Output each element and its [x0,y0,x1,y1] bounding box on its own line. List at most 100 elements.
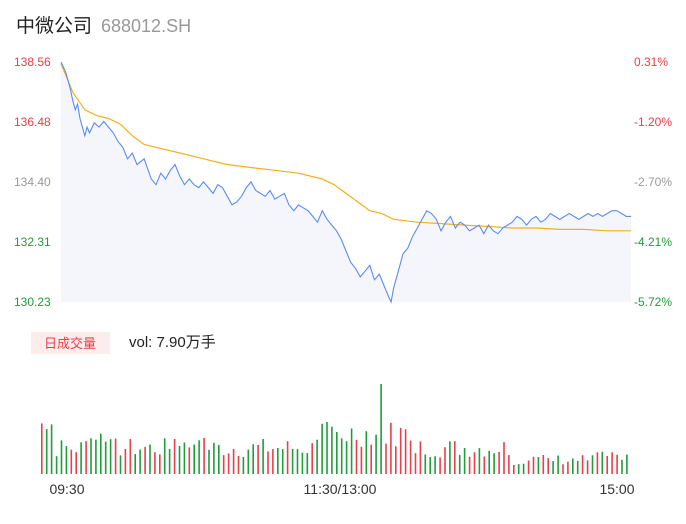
volume-bar [109,439,112,474]
volume-bar [316,439,318,474]
volume-bar [227,453,230,474]
volume-bar [301,452,304,474]
volume-bar [414,453,417,474]
volume-badge [31,332,110,354]
volume-bar [237,456,240,474]
volume-bar [360,446,363,474]
volume-bar [424,454,427,474]
volume-bar [80,442,82,474]
volume-bar [173,439,176,474]
volume-bar [395,446,397,474]
volume-bar [547,458,549,474]
volume-bar [503,442,505,474]
volume-bar [114,438,117,474]
volume-bar [291,448,294,474]
volume-badge-label: 日成交量 [44,336,96,351]
volume-bar [572,458,574,474]
time-tick-close: 15:00 [599,481,634,497]
volume-bar [463,448,466,474]
volume-bar [522,463,525,474]
volume-bar [65,446,68,474]
percent-axis: 0.31% -1.20% -2.70% -4.21% -5.72% [634,55,672,309]
volume-bar [188,447,191,474]
volume-bar [340,438,343,474]
volume-bar [232,448,235,474]
volume-bar [611,452,613,474]
volume-bar [581,455,584,474]
volume-bar [493,453,495,474]
volume-bar [95,439,97,474]
price-tick: 130.23 [14,295,51,309]
volume-bar [616,454,618,474]
price-plot [60,61,631,304]
volume-bar [345,441,348,474]
volume-bar [129,438,132,474]
volume-bar [55,456,58,474]
volume-bar [626,454,628,474]
volume-bar [621,459,623,474]
volume-bar [527,460,530,474]
volume-bar [449,441,451,474]
price-tick: 138.56 [14,55,51,69]
volume-bar [601,451,604,474]
volume-bar [586,460,589,474]
volume-bar [41,423,43,474]
volume-bar [591,455,594,474]
volume-bar [478,448,481,474]
volume-bar [272,449,274,474]
volume-bar [517,464,520,474]
volume-bar [458,454,461,474]
volume-bar [90,438,92,474]
volume-bar [154,452,156,474]
volume-bar [183,442,186,474]
price-axis: 138.56 136.48 134.40 132.31 130.23 [14,55,51,309]
volume-bar [149,444,151,474]
volume-bar [277,448,279,474]
price-tick: 134.40 [14,175,51,189]
volume-bar [85,441,87,474]
volume-total: vol: 7.90万手 [129,334,216,351]
volume-bar [252,444,254,474]
volume-bar [483,456,486,474]
volume-bar [281,449,284,474]
volume-bar [468,456,471,474]
volume-bar [596,452,599,474]
volume-bar [178,446,181,474]
volume-bar [193,444,195,474]
volume-bar [218,444,220,474]
volume-bar [370,444,372,474]
volume-bar [399,427,402,474]
volume-bar [75,452,77,474]
stock-code: 688012.SH [101,16,191,36]
volume-bar [306,453,309,474]
volume-bar [60,440,63,474]
volume-bar [532,456,535,474]
time-tick-open: 09:30 [49,481,84,497]
percent-tick: -4.21% [634,235,672,249]
volume-bar [542,455,545,474]
volume-bar [247,449,250,474]
volume-bar [267,451,269,474]
volume-bar [404,429,407,474]
volume-bar [198,440,200,474]
volume-bar [390,422,392,474]
volume-bar [355,439,358,474]
price-line [60,61,631,304]
volume-bar [454,441,456,474]
volume-bar [262,438,264,474]
volume-bar [213,442,215,474]
volume-bar [163,438,166,474]
volume-bar [203,437,205,474]
volume-bar [286,441,289,474]
volume-bar [208,449,210,474]
volume-bar [606,456,608,474]
volume-bar [70,449,73,474]
volume-bar [375,434,377,474]
volume-bar [576,460,579,474]
volume-bar [100,433,102,474]
volume-bar [498,451,500,474]
price-area-fill [61,62,631,302]
time-tick-midday: 11:30/13:00 [304,481,377,497]
volume-bar [429,457,431,474]
